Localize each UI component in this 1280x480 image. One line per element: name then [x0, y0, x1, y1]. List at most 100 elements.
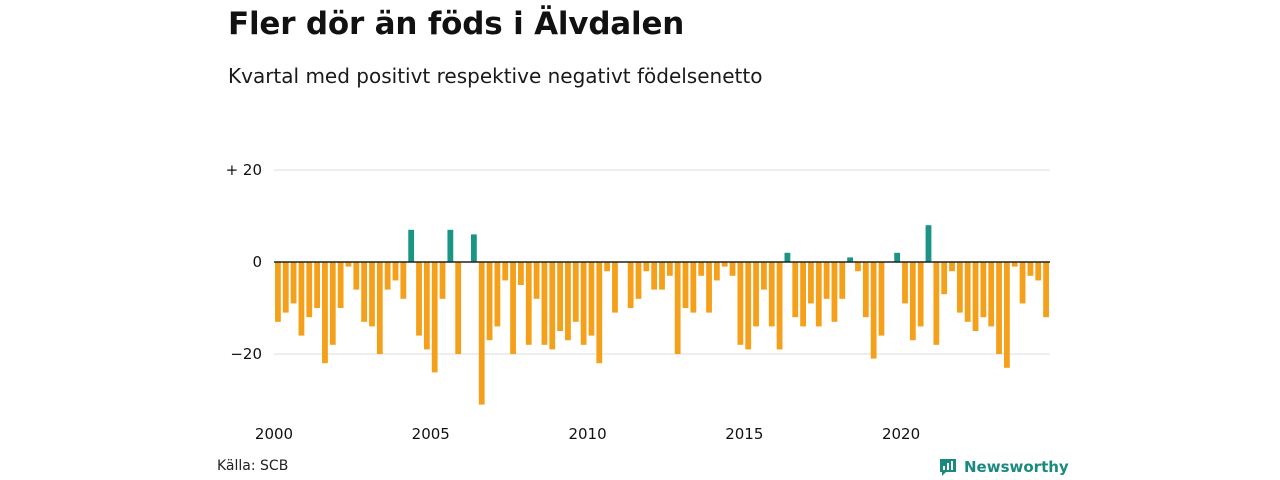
bar [964, 262, 971, 322]
y-tick-label: −20 [230, 345, 262, 363]
bar [423, 262, 430, 350]
bar [447, 229, 454, 262]
bar [290, 262, 297, 304]
bar [690, 262, 697, 313]
grid-layer [274, 169, 1050, 355]
y-tick-label: 0 [252, 253, 262, 271]
bar [408, 229, 415, 262]
bar [792, 262, 799, 318]
bar [941, 262, 948, 295]
bar [862, 262, 869, 318]
bar [674, 262, 681, 354]
bar [455, 262, 462, 354]
bar [306, 262, 313, 318]
bar [988, 262, 995, 327]
bar [808, 262, 814, 304]
bar [972, 262, 979, 331]
bar [925, 225, 932, 262]
bar [894, 252, 901, 262]
bar [761, 262, 767, 290]
bar [1035, 262, 1042, 281]
bar [439, 262, 446, 299]
bar [980, 262, 987, 318]
bar [322, 262, 328, 364]
bar [572, 262, 579, 322]
bar [917, 262, 924, 327]
chart-subtitle: Kvartal med positivt respektive negativt… [228, 64, 763, 88]
bar [541, 262, 548, 345]
bar [800, 262, 806, 327]
x-tick-label: 2020 [882, 425, 920, 443]
bar [588, 262, 595, 336]
bar [431, 262, 438, 373]
bar [753, 262, 759, 327]
bar [745, 262, 752, 350]
bar [956, 262, 963, 313]
bar [909, 262, 916, 341]
bar [659, 262, 665, 290]
bar [933, 262, 940, 345]
bar [815, 262, 822, 327]
bar [776, 262, 783, 350]
bar [314, 262, 321, 308]
bar [384, 262, 391, 290]
bar [416, 262, 422, 336]
bar [643, 262, 650, 272]
bar [510, 262, 516, 354]
bar [784, 252, 791, 262]
x-tick-label: 2005 [412, 425, 450, 443]
bar [870, 262, 877, 359]
bar [635, 262, 642, 299]
x-tick-label: 2015 [725, 425, 763, 443]
bar [298, 262, 305, 336]
bar [682, 262, 689, 308]
bar [282, 262, 289, 313]
bar [902, 262, 908, 304]
bar [823, 262, 830, 299]
chart-title: Fler dör än föds i Älvdalen [228, 6, 685, 42]
bar [768, 262, 775, 327]
bar [400, 262, 407, 299]
bar [651, 262, 658, 290]
bar [486, 262, 493, 341]
bar [369, 262, 375, 327]
brand[interactable]: Newsworthy [938, 456, 1069, 478]
bar [596, 262, 603, 364]
bar [604, 262, 611, 272]
bar [275, 262, 281, 322]
bar [847, 257, 854, 262]
bar [478, 262, 485, 405]
bar [329, 262, 336, 345]
source-note: Källa: SCB [217, 458, 289, 474]
x-tick-label: 2000 [255, 425, 293, 443]
bar [627, 262, 634, 308]
bar [361, 262, 368, 322]
bar [518, 262, 524, 285]
bar [1011, 262, 1018, 267]
bar [533, 262, 540, 299]
bar [737, 262, 744, 345]
bars-layer [275, 225, 1049, 405]
bar [713, 262, 720, 281]
bar [831, 262, 838, 322]
axis-layer: + 20 0 −20 2000 2005 2010 2015 2020 [226, 161, 1050, 443]
bar [1043, 262, 1049, 318]
bar [525, 262, 532, 345]
bar [855, 262, 861, 272]
bar [729, 262, 736, 276]
bar [557, 262, 563, 331]
bar [698, 262, 705, 276]
bar [565, 262, 571, 341]
bar [376, 262, 383, 354]
bar [470, 234, 477, 262]
bar [353, 262, 360, 290]
bar [392, 262, 399, 281]
bar [345, 262, 352, 267]
bar [337, 262, 344, 308]
bar [549, 262, 556, 350]
bar [996, 262, 1002, 354]
x-tick-label: 2010 [568, 425, 606, 443]
bar [580, 262, 587, 345]
newsworthy-logo-icon [940, 459, 956, 476]
